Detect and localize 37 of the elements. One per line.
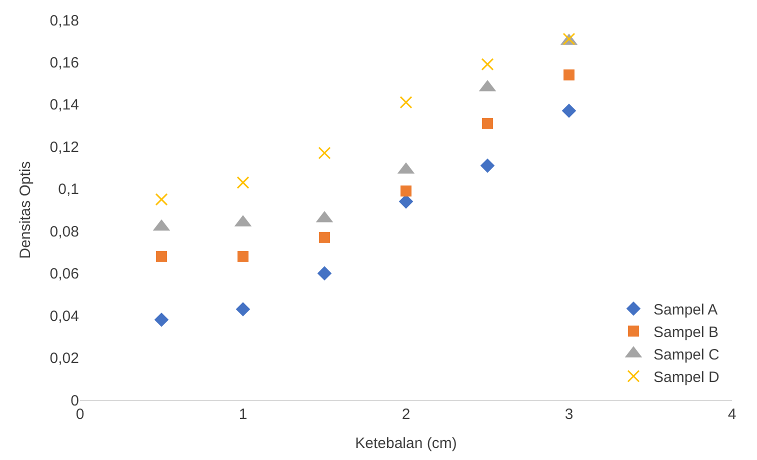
point xyxy=(400,186,412,196)
point xyxy=(319,232,330,243)
legend-label: Sampel D xyxy=(653,369,720,386)
y-tick-label: 0 xyxy=(70,392,79,410)
y-tick-label: 0,14 xyxy=(50,96,79,114)
point xyxy=(238,250,248,262)
point xyxy=(236,176,250,189)
y-tick-label: 0,1 xyxy=(58,181,79,198)
y-tick-label: 0,02 xyxy=(50,350,79,368)
point xyxy=(236,302,250,316)
y-tick-label: 0,16 xyxy=(50,54,79,72)
x-tick-label: 2 xyxy=(402,406,410,423)
y-tick-label: 0,12 xyxy=(50,138,79,156)
point xyxy=(562,32,576,46)
legend-label: Sampel A xyxy=(653,302,718,318)
point xyxy=(564,69,574,80)
y-tick-label: 0,08 xyxy=(50,223,79,240)
point xyxy=(155,193,168,206)
legend-label: Sampel B xyxy=(653,324,719,341)
point xyxy=(156,250,167,262)
point xyxy=(481,58,494,71)
legend-label: Sampel C xyxy=(653,346,720,364)
point xyxy=(154,312,169,327)
y-tick-label: 0,04 xyxy=(50,308,79,325)
x-tick-label: 4 xyxy=(728,406,736,423)
point xyxy=(480,158,495,173)
x-axis-title: Ketebalan (cm) xyxy=(355,435,457,452)
y-tick-label: 0,18 xyxy=(50,12,79,30)
point xyxy=(318,146,331,160)
y-tick-label: 0,06 xyxy=(50,266,79,283)
y-axis-title: Densitas Optis xyxy=(17,161,34,259)
point xyxy=(482,118,493,129)
x-tick-label: 1 xyxy=(238,406,248,423)
point xyxy=(317,266,332,280)
point xyxy=(562,104,576,118)
x-tick-label: 3 xyxy=(564,406,574,423)
point xyxy=(400,96,412,109)
